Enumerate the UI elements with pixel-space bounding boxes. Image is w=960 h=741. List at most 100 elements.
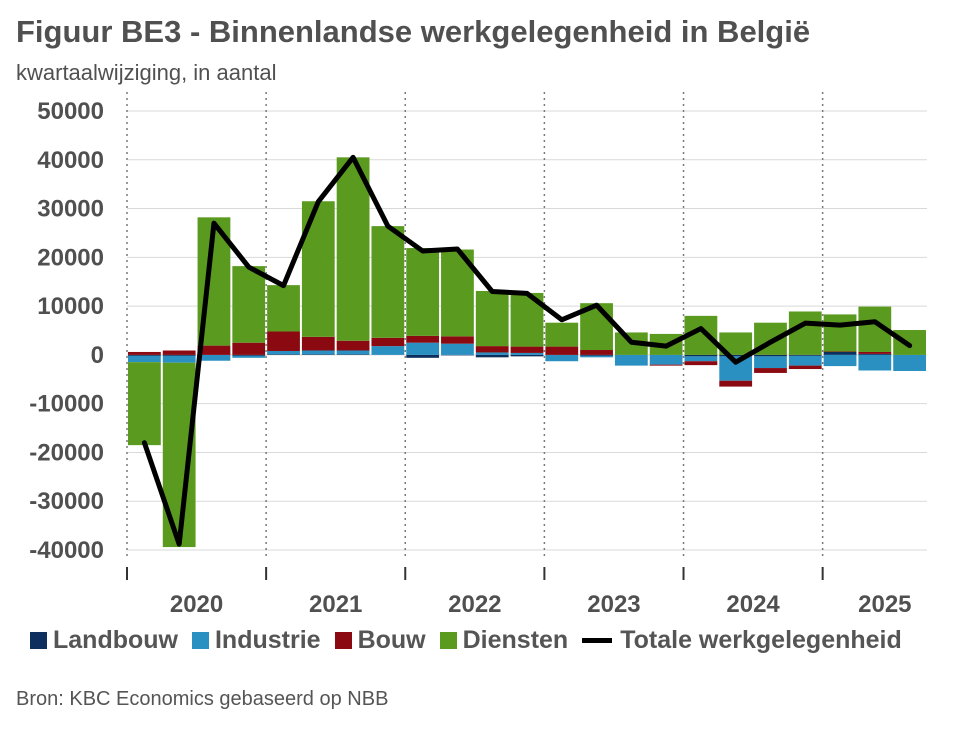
bar-landbouw bbox=[475, 354, 509, 358]
bar-diensten bbox=[267, 285, 300, 332]
legend-label-industrie: Industrie bbox=[214, 626, 321, 654]
bar-bouw bbox=[684, 361, 718, 366]
legend-label-totale-werkgelegenheid: Totale werkgelegenheid bbox=[620, 626, 902, 654]
bar-industrie bbox=[371, 346, 405, 355]
bar-industrie bbox=[614, 354, 648, 366]
y-tick-label: -10000 bbox=[29, 391, 104, 418]
legend: Landbouw Industrie Bouw Diensten Totale … bbox=[30, 626, 916, 655]
chart-title: Figuur BE3 - Binnenlandse werkgelegenhei… bbox=[16, 14, 811, 49]
bar-industrie bbox=[197, 354, 231, 361]
legend-swatch-diensten bbox=[439, 632, 457, 649]
bar-diensten bbox=[788, 311, 822, 355]
bar-diensten bbox=[823, 314, 857, 352]
bar-diensten bbox=[301, 201, 335, 337]
legend-swatch-totale-werkgelegenheid bbox=[582, 638, 613, 643]
bar-industrie bbox=[858, 354, 892, 371]
x-year-label: 2021 bbox=[309, 591, 362, 618]
legend-label-bouw: Bouw bbox=[357, 626, 426, 654]
bar-landbouw bbox=[267, 354, 300, 355]
bar-industrie bbox=[684, 356, 718, 362]
bar-landbouw bbox=[788, 354, 822, 356]
bar-diensten bbox=[128, 362, 161, 446]
x-year-label: 2022 bbox=[448, 591, 501, 618]
bar-bouw bbox=[788, 365, 822, 370]
bar-landbouw bbox=[301, 354, 335, 355]
legend-item-totale-werkgelegenheid: Totale werkgelegenheid bbox=[582, 626, 902, 655]
bar-bouw bbox=[545, 346, 579, 355]
bar-industrie bbox=[893, 354, 926, 371]
x-year-label: 2020 bbox=[170, 591, 223, 618]
bar-industrie bbox=[823, 354, 857, 367]
bar-industrie bbox=[301, 350, 335, 355]
bar-industrie bbox=[580, 355, 613, 358]
bar-diensten bbox=[406, 248, 440, 336]
legend-swatch-industrie bbox=[191, 632, 209, 649]
bar-bouw bbox=[510, 346, 544, 353]
bar-industrie bbox=[788, 355, 822, 366]
bar-industrie bbox=[267, 350, 300, 355]
bar-landbouw bbox=[510, 354, 544, 357]
bar-industrie bbox=[336, 350, 370, 355]
bar-bouw bbox=[580, 350, 613, 355]
bar-bouw bbox=[336, 340, 370, 351]
y-tick-label: 30000 bbox=[37, 196, 104, 223]
legend-item-bouw: Bouw bbox=[334, 626, 426, 655]
bar-bouw bbox=[475, 346, 509, 353]
chart-subtitle: kwartaalwijziging, in aantal bbox=[16, 60, 277, 85]
x-year-label: 2025 bbox=[858, 591, 911, 618]
y-tick-label: 0 bbox=[91, 342, 104, 369]
bar-diensten bbox=[336, 157, 370, 341]
bar-landbouw bbox=[336, 354, 370, 355]
bar-landbouw bbox=[128, 354, 161, 356]
bar-diensten bbox=[545, 322, 579, 347]
bar-bouw bbox=[823, 351, 857, 352]
legend-item-industrie: Industrie bbox=[191, 626, 321, 655]
legend-swatch-bouw bbox=[334, 632, 352, 649]
bar-industrie bbox=[162, 355, 196, 363]
bar-bouw bbox=[858, 351, 892, 354]
bar-diensten bbox=[232, 266, 266, 343]
y-tick-label: 40000 bbox=[37, 147, 104, 174]
bar-bouw bbox=[128, 351, 161, 355]
line-layer bbox=[141, 154, 913, 547]
legend-label-landbouw: Landbouw bbox=[53, 626, 178, 654]
bar-industrie bbox=[475, 352, 509, 355]
bar-bouw bbox=[267, 331, 300, 351]
bar-industrie bbox=[128, 355, 161, 363]
bar-bouw bbox=[371, 337, 405, 347]
bar-bouw bbox=[162, 350, 196, 355]
bar-landbouw bbox=[441, 354, 474, 356]
source-note: Bron: KBC Economics gebaseerd op NBB bbox=[16, 688, 389, 710]
bar-industrie bbox=[510, 352, 544, 355]
y-tick-label: -20000 bbox=[29, 439, 104, 466]
bar-bouw bbox=[754, 368, 787, 373]
bar-industrie bbox=[406, 342, 440, 355]
bar-bouw bbox=[406, 335, 440, 343]
bar-diensten bbox=[893, 330, 926, 355]
x-year-label: 2024 bbox=[726, 591, 780, 618]
legend-swatch-landbouw bbox=[30, 632, 47, 649]
axis-layer: 50000 40000 30000 20000 10000 0 -10000 -20000 -3… bbox=[29, 98, 911, 618]
bar-landbouw bbox=[858, 353, 892, 355]
bar-layer bbox=[128, 157, 926, 548]
bar-landbouw bbox=[684, 354, 718, 357]
y-tick-label: 10000 bbox=[37, 293, 104, 320]
y-tick-label: -30000 bbox=[29, 488, 104, 515]
legend-label-diensten: Diensten bbox=[462, 626, 569, 654]
y-tick-label: 20000 bbox=[37, 244, 104, 271]
x-year-label: 2023 bbox=[587, 591, 640, 618]
bar-bouw bbox=[441, 336, 474, 344]
bar-diensten bbox=[475, 290, 509, 347]
bar-landbouw bbox=[823, 351, 857, 355]
bar-bouw bbox=[649, 364, 683, 366]
bar-diensten bbox=[371, 226, 405, 338]
bar-landbouw bbox=[406, 354, 440, 358]
y-tick-label: 50000 bbox=[37, 98, 104, 125]
bar-industrie bbox=[754, 356, 787, 369]
y-tick-label: -40000 bbox=[29, 537, 104, 564]
bar-landbouw bbox=[580, 354, 613, 356]
bar-bouw bbox=[197, 345, 231, 355]
bar-industrie bbox=[441, 343, 474, 355]
chart-plot: 50000 40000 30000 20000 10000 0 -10000 -20000 -3… bbox=[29, 92, 927, 618]
bar-industrie bbox=[649, 354, 683, 365]
